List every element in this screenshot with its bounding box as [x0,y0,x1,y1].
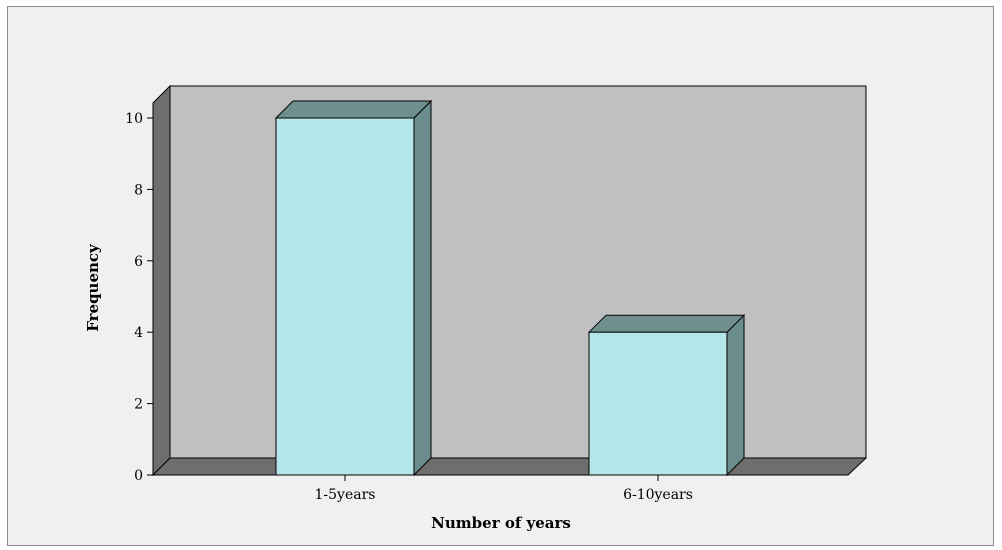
bar [587,313,746,477]
bar-front [275,117,415,476]
y-tick-label: 0 [134,468,143,484]
y-tick-label: 2 [134,397,143,413]
bar-front [588,331,728,476]
left-wall [152,84,171,477]
back-wall [169,85,867,459]
y-tick-label: 8 [134,182,143,198]
floor [151,457,868,476]
bar-side [726,313,745,477]
x-tick-label: 6-10years [623,487,693,503]
y-axis: 0 2 4 6 8 10 [125,103,154,484]
bar-top [274,100,433,119]
chart-walls [151,84,868,477]
bars [274,99,746,477]
x-tick-label: 1-5years [315,487,376,503]
x-axis-title: Number of years [431,514,571,532]
bar [274,99,433,477]
bar-side [413,99,432,477]
y-tick-label: 6 [134,254,143,270]
bar-top [587,314,746,333]
y-axis-title: Frequency [84,243,102,332]
y-tick-label: 4 [134,325,143,341]
x-axis: 1-5years 6-10years [153,474,848,503]
y-tick-label: 10 [125,111,143,127]
